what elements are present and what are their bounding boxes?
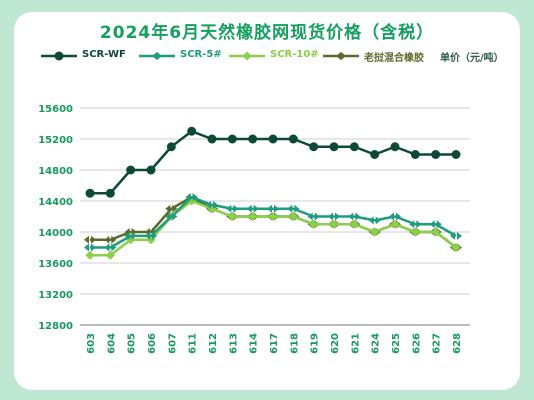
- legend-marker-laos-mixed: [323, 52, 359, 60]
- data-point-scr-wf: [126, 165, 136, 175]
- y-tick-label: 14000: [38, 228, 73, 239]
- data-point-scr-wf: [349, 142, 359, 152]
- x-tick-label: 603: [86, 333, 97, 354]
- x-tick-label: 617: [269, 333, 280, 354]
- x-tick-label: 604: [106, 333, 117, 354]
- x-tick-label: 625: [391, 333, 402, 354]
- data-point-laos-mixed: [104, 235, 117, 244]
- data-point-scr-wf: [288, 134, 298, 144]
- data-point-scr-10: [288, 212, 298, 221]
- data-point-scr-5: [409, 220, 422, 229]
- legend-unit: 单价（元/吨）: [440, 53, 504, 64]
- data-point-scr-5: [328, 212, 340, 221]
- x-tick-label: 607: [167, 333, 178, 354]
- x-tick-label: 621: [350, 333, 361, 354]
- data-point-laos-mixed: [328, 220, 340, 229]
- data-point-scr-5: [389, 212, 401, 221]
- x-tick-label: 614: [249, 333, 260, 354]
- chart-title: 2024年6月天然橡胶网现货价格（含税）: [99, 23, 435, 43]
- data-point-scr-5: [104, 243, 117, 252]
- data-point-laos-mixed: [267, 212, 279, 221]
- data-point-scr-10: [329, 219, 339, 229]
- data-point-laos-mixed: [84, 235, 96, 244]
- data-point-scr-wf: [227, 134, 237, 144]
- y-tick-label: 12800: [38, 321, 73, 332]
- data-point-scr-wf: [166, 142, 176, 152]
- y-tick-label: 13200: [38, 290, 73, 301]
- x-tick-label: 628: [452, 333, 463, 354]
- legend-marker-scr-5: [139, 52, 175, 60]
- data-point-scr-5: [287, 204, 300, 213]
- legend-label-scr-wf: SCR-WF: [82, 49, 126, 60]
- data-point-scr-5: [124, 231, 137, 240]
- x-tick-label: 605: [127, 333, 138, 354]
- data-point-scr-5: [450, 231, 462, 240]
- x-tick-label: 624: [371, 333, 382, 354]
- data-point-scr-10: [370, 227, 380, 237]
- x-tick-label: 627: [432, 333, 443, 354]
- y-tick-label: 15200: [38, 135, 73, 146]
- data-point-scr-wf: [105, 188, 115, 198]
- data-point-scr-5: [348, 212, 361, 221]
- data-point-scr-wf: [390, 142, 400, 152]
- data-point-scr-5: [185, 193, 198, 202]
- data-point-scr-10: [105, 250, 115, 260]
- data-point-scr-10: [410, 227, 420, 237]
- x-tick-label: 612: [208, 333, 219, 354]
- data-point-scr-wf: [410, 150, 420, 159]
- x-tick-label: 613: [228, 333, 239, 354]
- data-point-scr-10: [349, 219, 359, 229]
- data-point-scr-5: [429, 220, 442, 229]
- data-point-scr-10: [85, 250, 95, 260]
- data-point-scr-5: [267, 204, 279, 213]
- data-point-scr-5: [226, 204, 239, 213]
- x-tick-label: 620: [330, 333, 341, 354]
- data-point-scr-wf: [431, 150, 441, 159]
- data-point-scr-wf: [309, 142, 319, 152]
- data-point-scr-10: [309, 219, 319, 229]
- data-point-scr-wf: [370, 150, 380, 159]
- data-point-scr-10: [451, 243, 461, 252]
- data-point-scr-10: [390, 219, 400, 229]
- legend-marker-scr-wf: [41, 51, 77, 61]
- x-tick-label: 611: [188, 333, 199, 354]
- x-tick-label: 626: [411, 333, 422, 354]
- legend-label-scr-10: SCR-10#: [270, 49, 319, 60]
- data-point-scr-wf: [146, 165, 156, 175]
- y-tick-label: 14800: [38, 166, 73, 177]
- data-point-scr-10: [431, 227, 441, 237]
- legend-label-scr-5: SCR-5#: [180, 49, 222, 60]
- data-point-scr-5: [145, 231, 157, 240]
- x-tick-label: 619: [310, 333, 321, 354]
- x-tick-label: 606: [147, 333, 158, 354]
- data-point-scr-5: [246, 204, 259, 213]
- data-point-scr-wf: [85, 188, 95, 198]
- data-point-scr-wf: [187, 126, 197, 136]
- data-point-scr-5: [165, 212, 178, 221]
- data-point-laos-mixed: [165, 204, 178, 213]
- data-point-scr-wf: [329, 142, 339, 152]
- data-point-scr-wf: [268, 134, 278, 144]
- data-point-scr-10: [268, 212, 278, 221]
- data-point-scr-5: [84, 243, 96, 252]
- data-point-scr-5: [307, 212, 320, 221]
- data-point-scr-wf: [207, 134, 217, 144]
- legend: SCR-WF SCR-5# SCR-10# 老挝混合橡胶 单价（元/吨）: [40, 48, 510, 66]
- data-point-scr-5: [368, 216, 381, 225]
- data-point-scr-10: [227, 212, 237, 221]
- y-tick-label: 15600: [38, 104, 73, 115]
- y-tick-label: 13600: [38, 259, 73, 270]
- y-tick-label: 14400: [38, 197, 73, 208]
- data-point-scr-wf: [451, 150, 461, 159]
- legend-marker-scr-10: [229, 51, 265, 61]
- data-point-scr-wf: [248, 134, 258, 144]
- series-line-1: [90, 195, 457, 249]
- data-point-scr-5: [206, 200, 218, 209]
- data-point-laos-mixed: [246, 212, 259, 221]
- legend-label-laos-mixed: 老挝混合橡胶: [364, 53, 424, 64]
- data-point-scr-10: [248, 212, 258, 221]
- x-tick-label: 618: [289, 333, 300, 354]
